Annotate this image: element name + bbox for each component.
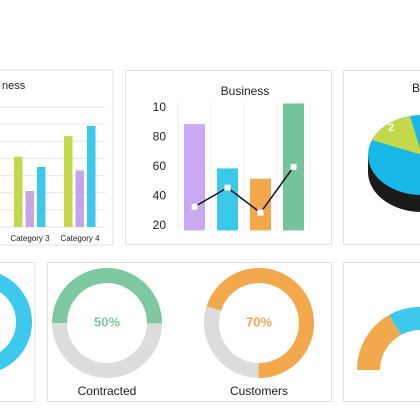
gauge	[356, 306, 420, 370]
chart-title: B	[412, 81, 420, 95]
bar	[250, 178, 271, 231]
y-tick-label: 20	[153, 218, 167, 232]
y-tick-label: 40	[153, 189, 167, 203]
bar	[14, 156, 23, 227]
x-tick-label: Category 4	[60, 234, 100, 243]
donut-value: 70%	[246, 314, 272, 329]
line-marker	[257, 209, 264, 216]
bar	[87, 125, 96, 227]
bar	[75, 170, 84, 227]
bar	[217, 168, 238, 231]
y-tick-label: 80	[153, 130, 167, 144]
pie-3d	[368, 115, 420, 212]
donut-arc	[204, 268, 314, 378]
y-tick-label: 60	[153, 159, 167, 173]
donut-fragment	[0, 274, 32, 370]
pie-label: 2	[388, 122, 394, 134]
chart-title: ness	[2, 80, 26, 92]
bar	[184, 124, 205, 231]
chart-title: Business	[221, 84, 270, 98]
donut-label: Customers	[230, 384, 288, 398]
bar	[25, 191, 34, 227]
line	[194, 166, 295, 214]
y-tick-label: 10	[153, 100, 167, 114]
donut-value: 50%	[94, 314, 120, 329]
bar	[37, 167, 46, 227]
bar	[64, 136, 73, 227]
line-marker	[224, 184, 231, 191]
donut-arc	[52, 268, 162, 378]
line-marker	[191, 203, 198, 211]
donut-label: Contracted	[78, 384, 137, 398]
x-tick-label: Category 3	[10, 234, 50, 243]
line-marker	[290, 163, 297, 171]
